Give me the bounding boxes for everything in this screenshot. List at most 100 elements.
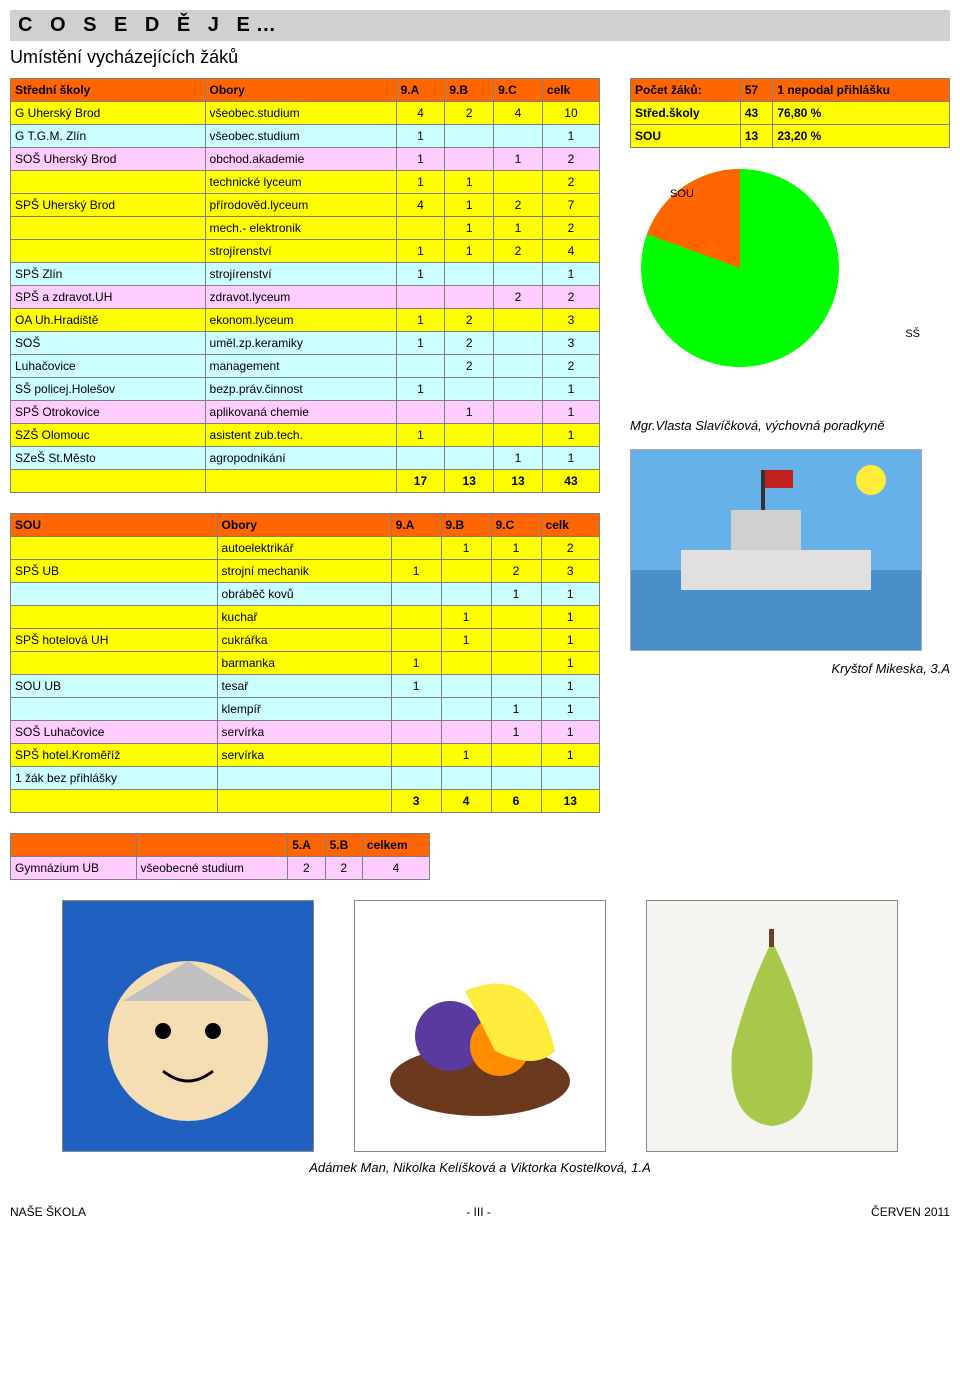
table-cell: aplikovaná chemie xyxy=(205,401,396,424)
table-header-cell: celk xyxy=(542,79,599,102)
table-cell: 1 xyxy=(541,652,599,675)
table-cell xyxy=(11,171,206,194)
table-row: Počet žáků:571 nepodal přihlášku xyxy=(631,79,950,102)
table-row: SPŠ hotel.Kroměřížservírka11 xyxy=(11,744,600,767)
table-cell: 2 xyxy=(494,240,543,263)
table-cell: 1 xyxy=(396,263,445,286)
table-cell: SOŠ xyxy=(11,332,206,355)
table-cell: 1 xyxy=(494,447,543,470)
table-cell: obráběč kovů xyxy=(217,583,391,606)
table-total-cell: 6 xyxy=(491,790,541,813)
table-cell: všeobec.studium xyxy=(205,102,396,125)
table-cell: všeobec.studium xyxy=(205,125,396,148)
table-cell: 1 xyxy=(396,125,445,148)
table-header-cell: celkem xyxy=(362,834,429,857)
table-cell: 1 xyxy=(491,537,541,560)
table-totals-row: 34613 xyxy=(11,790,600,813)
advisor-caption: Mgr.Vlasta Slavíčková, výchovná poradkyn… xyxy=(630,418,950,433)
table-cell xyxy=(391,721,441,744)
table-cell: 2 xyxy=(445,332,494,355)
table-cell xyxy=(494,332,543,355)
table-header-cell: 9.B xyxy=(441,514,491,537)
table-cell xyxy=(491,629,541,652)
table-row: 1 žák bez přihlášky xyxy=(11,767,600,790)
table-cell xyxy=(11,583,218,606)
table-row: SPŠ UBstrojní mechanik123 xyxy=(11,560,600,583)
table-cell xyxy=(441,721,491,744)
table-cell xyxy=(494,171,543,194)
table-cell: 1 xyxy=(396,240,445,263)
table-row: barmanka11 xyxy=(11,652,600,675)
pie-label-ss: SŠ xyxy=(905,328,920,340)
table-cell xyxy=(494,378,543,401)
table-cell xyxy=(11,217,206,240)
table-cell xyxy=(441,698,491,721)
table-cell: 2 xyxy=(542,171,599,194)
table-cell: 1 xyxy=(445,194,494,217)
table-cell xyxy=(491,606,541,629)
table-cell: servírka xyxy=(217,744,391,767)
table-cell: OA Uh.Hradiště xyxy=(11,309,206,332)
table-cell xyxy=(11,537,218,560)
table-cell: cukrářka xyxy=(217,629,391,652)
table-cell: SPŠ Otrokovice xyxy=(11,401,206,424)
table-total-cell: 13 xyxy=(494,470,543,493)
table-cell: 1 xyxy=(542,401,599,424)
table-cell: 1 xyxy=(396,332,445,355)
table-cell: 1 xyxy=(441,629,491,652)
table-cell: 3 xyxy=(542,332,599,355)
table-cell: SPŠ hotel.Kroměříž xyxy=(11,744,218,767)
table-cell: 1 xyxy=(396,378,445,401)
table-cell: tesař xyxy=(217,675,391,698)
table-cell: 1 xyxy=(542,424,599,447)
table-cell: 1 xyxy=(541,675,599,698)
page-subtitle: Umístění vycházejících žáků xyxy=(10,47,950,68)
table-cell: 1 xyxy=(541,583,599,606)
table-cell: 1 xyxy=(491,721,541,744)
table-header-cell: 5.A xyxy=(288,834,325,857)
table-cell xyxy=(391,698,441,721)
pie-label-sou: SOU xyxy=(670,188,694,200)
table-cell: 2 xyxy=(542,217,599,240)
table-header-cell: 9.C xyxy=(491,514,541,537)
table-cell: 1 xyxy=(441,537,491,560)
table-cell: autoelektrikář xyxy=(217,537,391,560)
table-cell: 1 xyxy=(542,447,599,470)
table-cell: SOŠ Luhačovice xyxy=(11,721,218,744)
table-row: kuchař11 xyxy=(11,606,600,629)
table-cell: Gymnázium UB xyxy=(11,857,137,880)
table-cell: 4 xyxy=(542,240,599,263)
table-cell: 2 xyxy=(491,560,541,583)
table-cell: SPŠ hotelová UH xyxy=(11,629,218,652)
table-cell: 1 xyxy=(541,721,599,744)
table-row: Gymnázium UBvšeobecné studium224 xyxy=(11,857,430,880)
table-total-cell: 43 xyxy=(542,470,599,493)
table-row: SOŠ Uherský Brodobchod.akademie112 xyxy=(11,148,600,171)
table-row: SOU UBtesař11 xyxy=(11,675,600,698)
table-header-cell: SOU xyxy=(11,514,218,537)
table-row: SPŠ Zlínstrojírenství11 xyxy=(11,263,600,286)
table-row: G T.G.M. Zlínvšeobec.studium11 xyxy=(11,125,600,148)
table-total-cell: 13 xyxy=(541,790,599,813)
table-header-cell xyxy=(136,834,288,857)
table-cell: obchod.akademie xyxy=(205,148,396,171)
table-cell: 1 xyxy=(396,424,445,447)
table-cell xyxy=(491,652,541,675)
table-header-row: 5.A5.Bcelkem xyxy=(11,834,430,857)
table-cell xyxy=(494,309,543,332)
table-cell xyxy=(217,767,391,790)
table-cell xyxy=(11,652,218,675)
table-cell: přírodověd.lyceum xyxy=(205,194,396,217)
table-header-cell: 5.B xyxy=(325,834,362,857)
table-cell: 1 xyxy=(491,583,541,606)
table-total-cell xyxy=(11,790,218,813)
table-cell: strojírenství xyxy=(205,240,396,263)
table-header-cell: Obory xyxy=(205,79,396,102)
footer-left: NAŠE ŠKOLA xyxy=(10,1205,86,1219)
table-cell: SPŠ a zdravot.UH xyxy=(11,286,206,309)
table-header-row: Střední školyObory9.A9.B9.Ccelk xyxy=(11,79,600,102)
table-cell: 1 xyxy=(391,652,441,675)
table-cell: 2 xyxy=(494,286,543,309)
table-header-cell xyxy=(11,834,137,857)
table-cell: kuchař xyxy=(217,606,391,629)
